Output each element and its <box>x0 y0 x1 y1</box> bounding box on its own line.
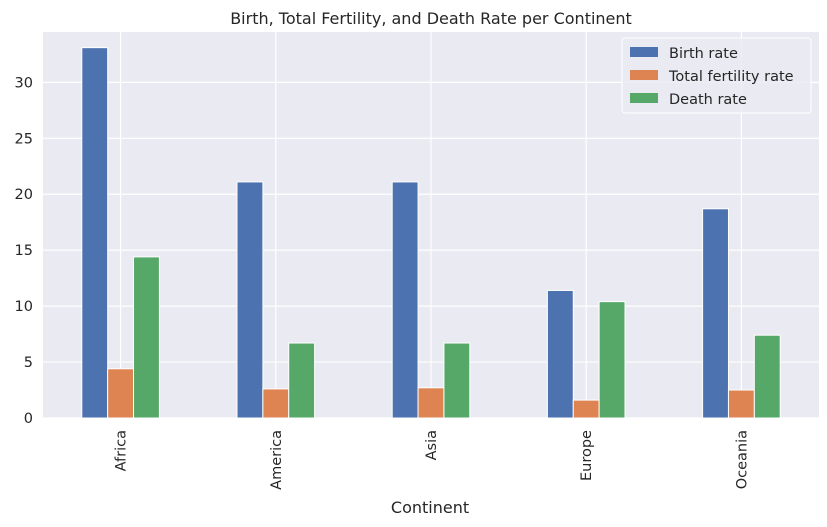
bar-death-rate-america <box>288 342 316 419</box>
bar-birth-rate-asia <box>391 181 419 419</box>
y-tick-label: 25 <box>15 131 33 147</box>
y-tick-label: 15 <box>15 243 33 259</box>
x-tick-label: Oceania <box>734 430 750 489</box>
legend-swatch <box>630 70 658 80</box>
bar-birth-rate-oceania <box>702 208 729 419</box>
x-tick-label: America <box>269 430 285 490</box>
legend-label: Total fertility rate <box>668 69 794 85</box>
x-tick-label: Europe <box>579 430 595 481</box>
chart-title: Birth, Total Fertility, and Death Rate p… <box>230 9 632 28</box>
bar-total-fertility-rate-europe <box>572 399 600 419</box>
bar-death-rate-africa <box>133 256 160 419</box>
x-tick-labels: Africa America Asia Europe Oceania <box>114 430 751 490</box>
bar-total-fertility-rate-america <box>262 388 290 419</box>
bar-death-rate-asia <box>443 342 471 419</box>
legend: Birth rate Total fertility rate Death rate <box>621 37 812 114</box>
x-axis-title: Continent <box>391 498 469 517</box>
y-tick-label: 5 <box>24 355 33 371</box>
bar-birth-rate-europe <box>546 289 574 419</box>
bar-total-fertility-rate-asia <box>417 387 445 419</box>
bar-total-fertility-rate-oceania <box>727 389 755 419</box>
bar-death-rate-europe <box>598 301 626 419</box>
y-tick-labels: 0 5 10 15 20 25 30 <box>15 75 33 427</box>
legend-label: Birth rate <box>669 46 738 62</box>
y-tick-label: 10 <box>15 299 33 315</box>
grid-lines <box>43 32 819 419</box>
legend-swatch <box>630 47 658 57</box>
legend-swatch <box>630 93 658 103</box>
bars <box>81 47 781 419</box>
bar-birth-rate-africa <box>81 47 109 419</box>
y-tick-label: 20 <box>15 187 33 203</box>
y-tick-label: 30 <box>15 75 33 91</box>
legend-box <box>621 37 812 114</box>
x-tick-label: Asia <box>424 430 440 460</box>
bar-death-rate-oceania <box>753 334 781 419</box>
bar-total-fertility-rate-africa <box>107 368 135 419</box>
x-tick-label: Africa <box>114 430 130 471</box>
legend-label: Death rate <box>669 92 747 108</box>
y-tick-label: 0 <box>24 411 33 427</box>
bar-birth-rate-america <box>236 181 264 419</box>
